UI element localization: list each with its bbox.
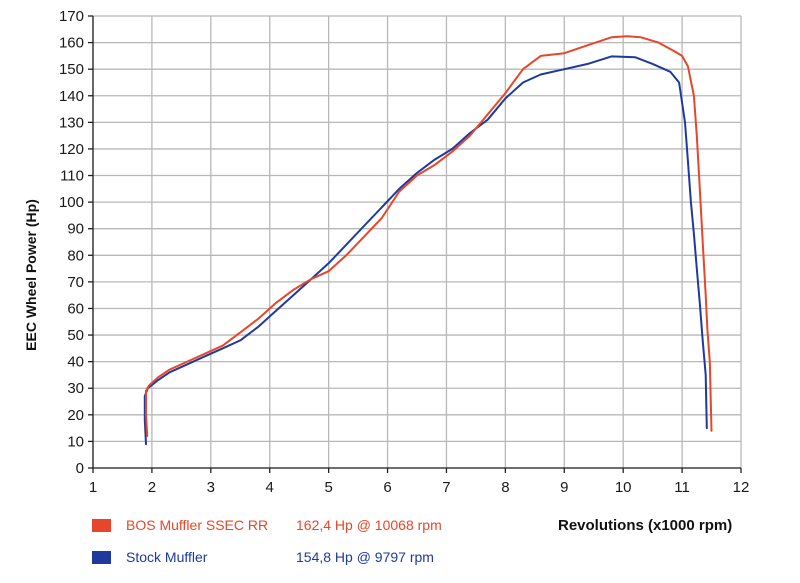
legend-peak-bos: 162,4 Hp @ 10068 rpm <box>296 517 442 533</box>
x-tick-label: 1 <box>89 479 97 496</box>
series-line-stock <box>143 55 708 446</box>
y-tick-label: 110 <box>60 168 84 185</box>
y-tick-label: 150 <box>59 61 84 78</box>
legend-item-stock: Stock Muffler 154,8 Hp @ 9797 rpm <box>92 546 442 568</box>
x-tick-label: 11 <box>674 479 690 496</box>
y-axis-title: EEC Wheel Power (Hp) <box>23 199 39 351</box>
y-tick-label: 70 <box>67 274 84 291</box>
grid <box>92 15 742 469</box>
x-tick-label: 5 <box>324 479 332 496</box>
y-tick-label: 120 <box>59 141 84 158</box>
y-tick-label: 50 <box>67 327 84 344</box>
x-tick-label: 4 <box>266 479 274 496</box>
x-tick-label: 8 <box>501 479 509 496</box>
y-tick-label: 170 <box>59 8 84 25</box>
series-lines <box>143 35 713 446</box>
x-tick-label: 9 <box>560 479 568 496</box>
x-tick-label: 3 <box>207 479 215 496</box>
x-tick-label: 2 <box>148 479 156 496</box>
y-tick-label: 130 <box>59 114 84 131</box>
y-tick-label: 80 <box>67 247 84 264</box>
y-tick-label: 30 <box>67 380 84 397</box>
legend-label-bos: BOS Muffler SSEC RR <box>126 517 269 533</box>
legend-item-bos: BOS Muffler SSEC RR 162,4 Hp @ 10068 rpm <box>92 514 442 536</box>
x-tick-label: 6 <box>383 479 391 496</box>
legend-peak-stock: 154,8 Hp @ 9797 rpm <box>296 549 434 565</box>
y-tick-label: 10 <box>67 433 84 450</box>
y-tick-label: 40 <box>67 354 84 371</box>
series-line-bos <box>145 35 713 438</box>
legend-swatch-stock <box>92 550 111 564</box>
y-tick-label: 60 <box>67 300 84 317</box>
legend-swatch-bos <box>92 518 111 532</box>
y-tick-label: 90 <box>67 221 84 238</box>
y-tick-label: 0 <box>76 460 84 477</box>
x-tick-label: 12 <box>733 479 750 496</box>
legend-label-stock: Stock Muffler <box>126 549 208 565</box>
y-tick-label: 140 <box>59 88 84 105</box>
x-tick-label: 10 <box>615 479 632 496</box>
y-tick-label: 160 <box>59 35 84 52</box>
x-axis-title: Revolutions (x1000 rpm) <box>558 517 733 534</box>
axis-ticks: 1 2 3 4 5 6 7 8 9 10 11 120102030405060708090100110… <box>59 8 749 496</box>
y-tick-label: 20 <box>67 407 84 424</box>
x-tick-label: 7 <box>442 479 450 496</box>
y-tick-label: 100 <box>59 194 84 211</box>
legend: BOS Muffler SSEC RR 162,4 Hp @ 10068 rpm… <box>92 514 442 578</box>
